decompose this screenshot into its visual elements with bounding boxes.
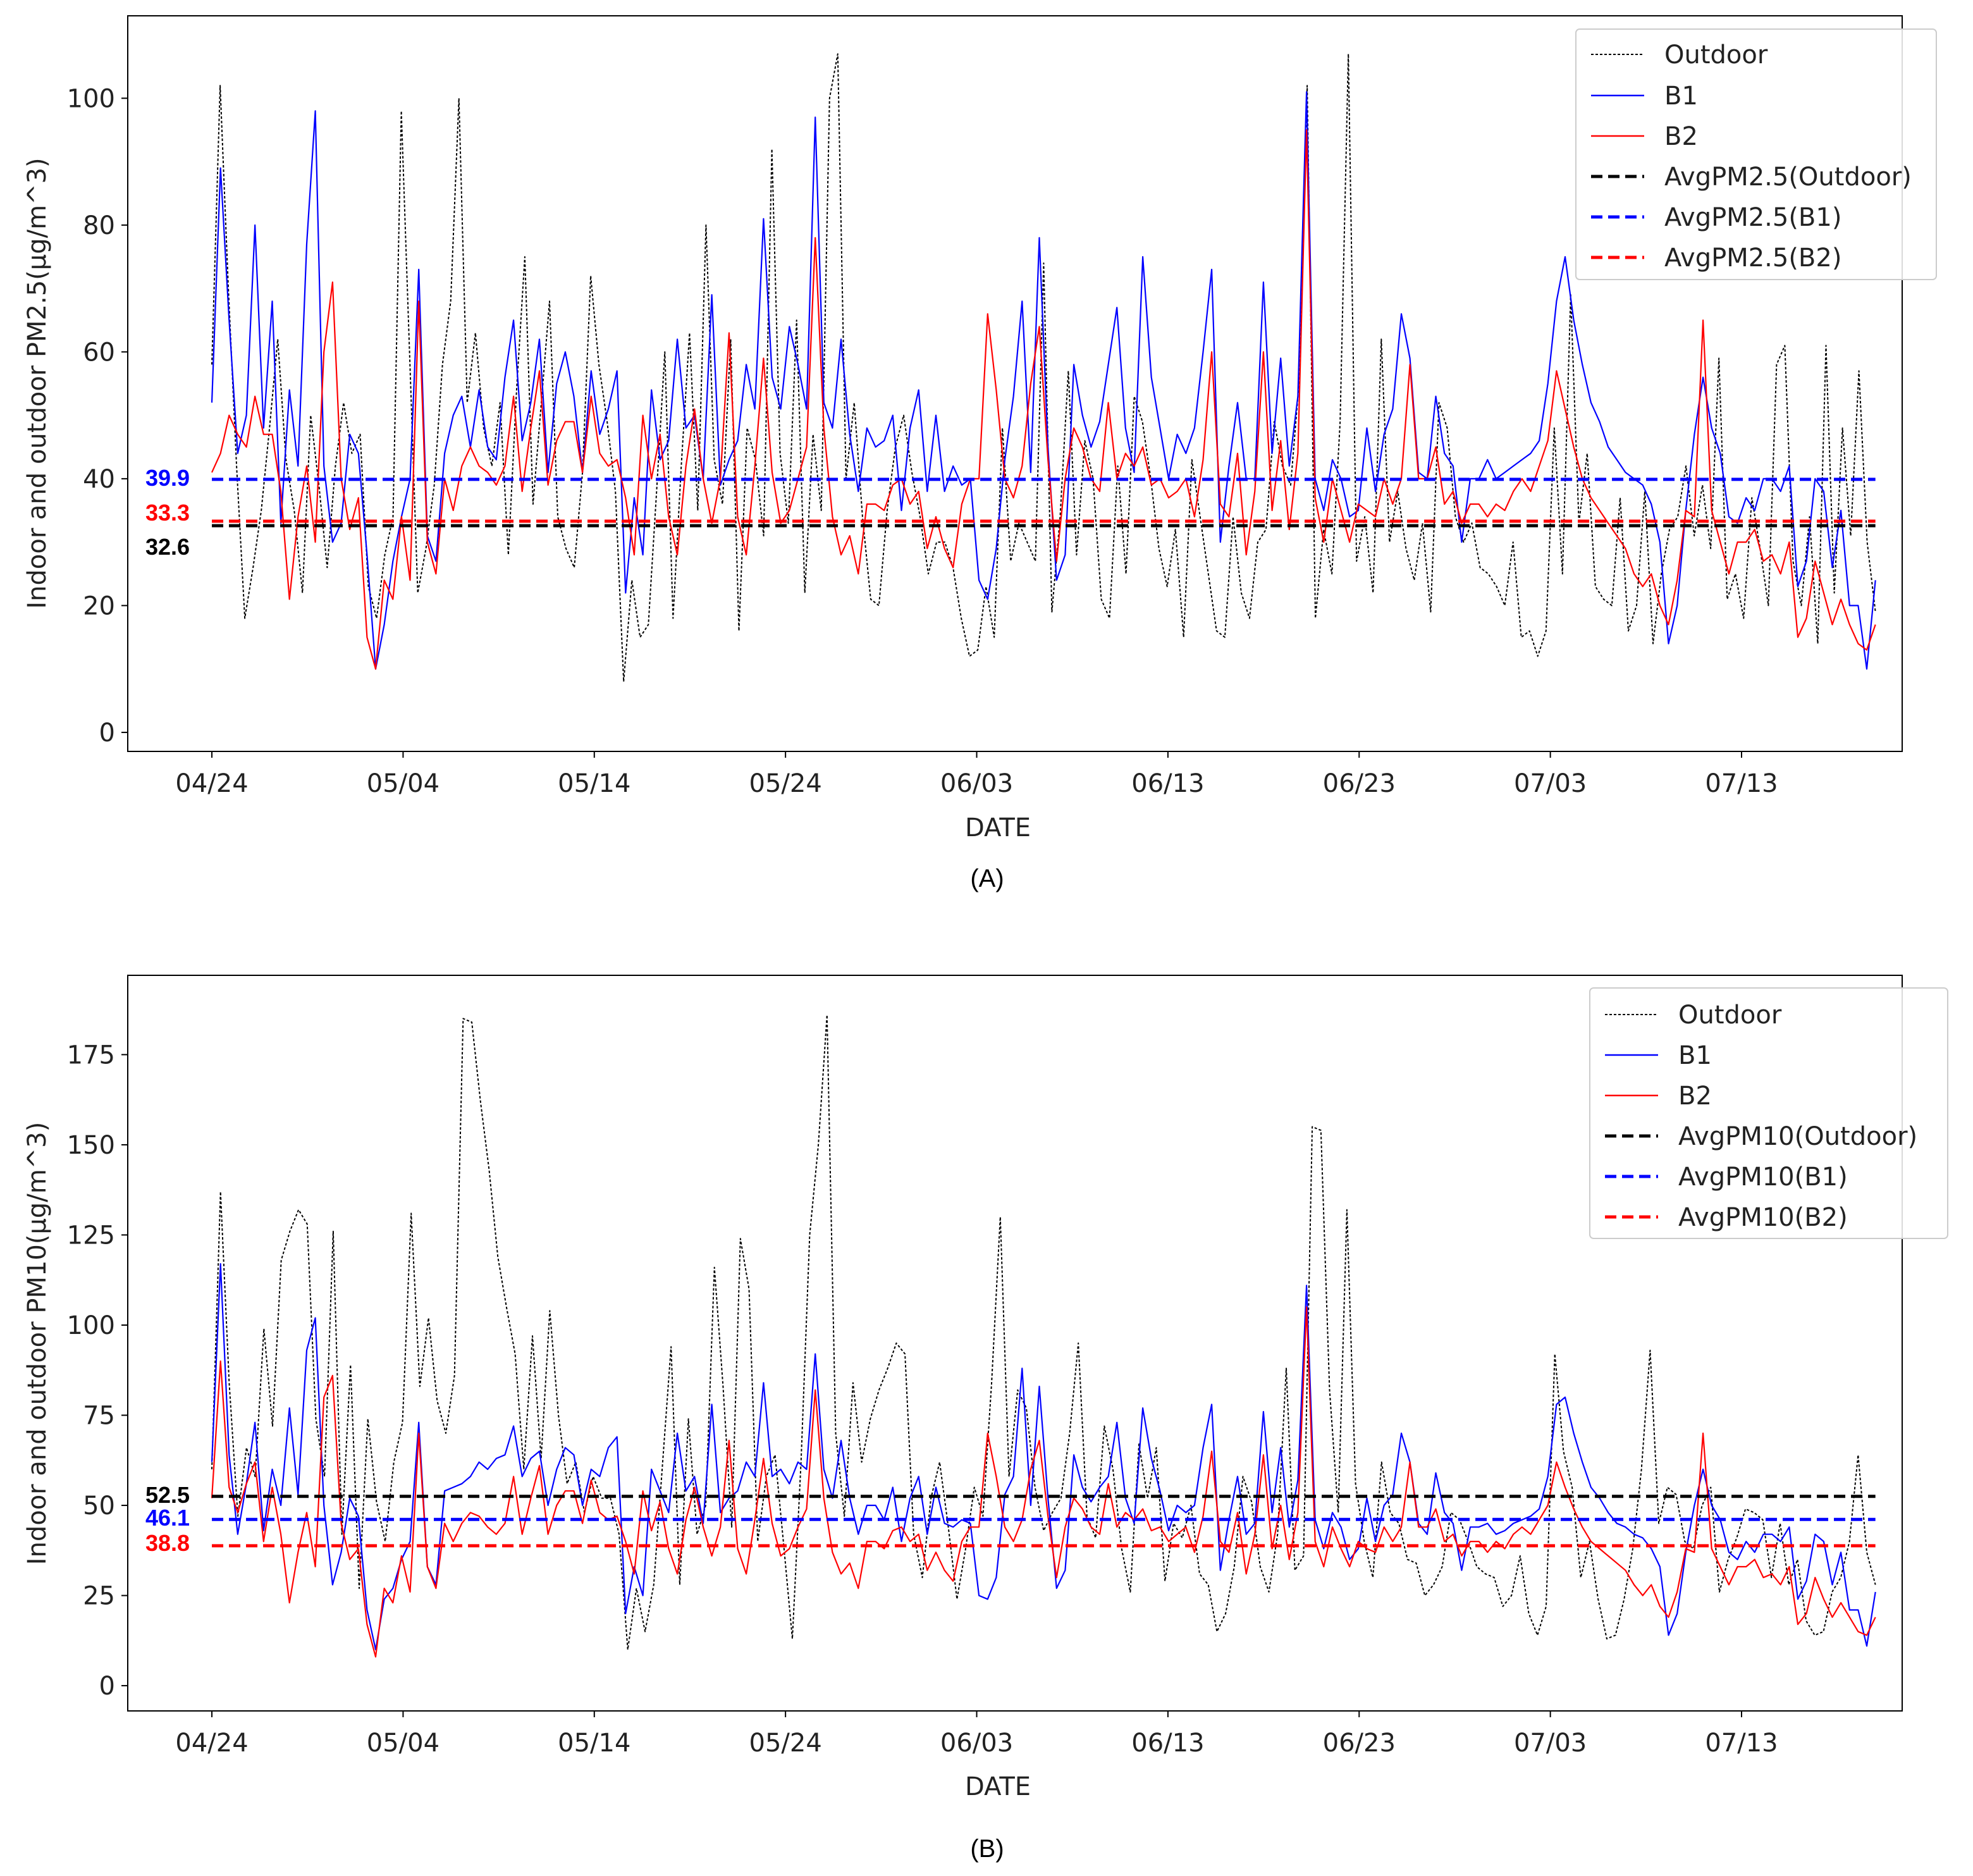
pm10-x-ticks: 04/24 05/04 05/14 05/24 06/03 06/13 06/23 07/03… (175, 1711, 1778, 1758)
pm25-x-axis-label: DATE (965, 813, 1031, 842)
pm25-legend-avg-b2: AvgPM2.5(B2) (1664, 244, 1841, 273)
pm10-avg-labels: 52.5 46.1 38.8 (145, 1482, 190, 1556)
pm10-legend-b2: B2 (1678, 1082, 1712, 1111)
pm25-legend: Outdoor B1 B2 AvgPM2.5(Outdoor) AvgPM2.5… (1575, 28, 1937, 280)
pm10-series-outdoor (211, 1014, 1876, 1651)
pm25-legend-avg-outdoor: AvgPM2.5(Outdoor) (1664, 163, 1912, 192)
pm10-y-tick-label: 75 (83, 1402, 115, 1431)
pm10-x-tick-label: 07/03 (1514, 1729, 1587, 1758)
pm25-y-axis-label: Indoor and outdoor PM2.5(µg/m^3) (23, 157, 52, 608)
pm25-y-tick-label: 80 (83, 211, 115, 240)
pm25-series-b2 (211, 129, 1876, 670)
pm25-avg-labels: 39.9 33.3 32.6 (145, 465, 190, 560)
pm25-x-ticks: 04/24 05/04 05/14 05/24 06/03 06/13 06/23 07/03… (175, 751, 1778, 798)
pm25-x-tick-label: 07/03 (1514, 769, 1587, 798)
pm25-plot-area (211, 53, 1876, 682)
pm10-x-tick-label: 07/13 (1705, 1729, 1778, 1758)
pm25-x-tick-label: 06/03 (940, 769, 1013, 798)
pm10-legend-box (1589, 987, 1948, 1239)
pm25-chart: 0 20 40 60 80 100 04/24 05/04 05/14 05/24 06/03 06… (23, 15, 1937, 892)
pm10-x-tick-label: 04/24 (175, 1729, 248, 1758)
pm10-legend-avg-b2: AvgPM10(B2) (1678, 1203, 1848, 1232)
pm10-y-ticks: 0 25 50 75 100 125 150 175 (67, 1040, 128, 1701)
pm10-y-tick-label: 175 (67, 1040, 115, 1070)
pm25-y-tick-label: 20 (83, 591, 115, 620)
pm10-x-tick-label: 05/24 (749, 1729, 822, 1758)
pm25-avg-outdoor-label: 32.6 (145, 534, 190, 560)
pm10-x-tick-label: 06/23 (1323, 1729, 1396, 1758)
pm25-avg-b1-label: 39.9 (145, 465, 190, 491)
pm25-x-tick-label: 05/14 (558, 769, 630, 798)
pm25-series-b1 (211, 91, 1876, 670)
pm25-y-tick-label: 40 (83, 465, 115, 494)
pm25-y-tick-label: 60 (83, 338, 115, 367)
pm10-x-tick-label: 06/13 (1131, 1729, 1204, 1758)
pm25-legend-outdoor: Outdoor (1664, 40, 1768, 70)
pm25-caption: (A) (970, 865, 1004, 892)
pm10-series-b2 (211, 1306, 1876, 1658)
pm25-legend-b1: B1 (1664, 82, 1698, 111)
pm10-x-tick-label: 06/03 (940, 1729, 1013, 1758)
pm10-legend-b1: B1 (1678, 1041, 1712, 1070)
pm10-y-tick-label: 125 (67, 1221, 115, 1250)
pm10-avg-outdoor-label: 52.5 (145, 1482, 190, 1508)
pm10-caption: (B) (970, 1835, 1004, 1863)
pm25-x-tick-label: 07/13 (1705, 769, 1778, 798)
pm25-x-tick-label: 05/04 (367, 769, 439, 798)
pm10-legend: Outdoor B1 B2 AvgPM10(Outdoor) AvgPM10(B… (1589, 987, 1948, 1239)
pm10-avg-b1-label: 46.1 (145, 1505, 190, 1531)
pm10-y-tick-label: 50 (83, 1491, 115, 1521)
pm25-y-tick-label: 0 (99, 719, 115, 748)
pm10-plot-area (211, 1014, 1876, 1658)
pm25-y-ticks: 0 20 40 60 80 100 (67, 84, 128, 748)
pm10-legend-avg-b1: AvgPM10(B1) (1678, 1163, 1848, 1192)
pm10-x-tick-label: 05/14 (558, 1729, 630, 1758)
pm10-legend-outdoor: Outdoor (1678, 1001, 1782, 1030)
pm25-legend-box (1575, 28, 1937, 280)
pm25-series-outdoor (211, 53, 1876, 682)
pm10-legend-avg-outdoor: AvgPM10(Outdoor) (1678, 1122, 1917, 1151)
pm25-y-tick-label: 100 (67, 84, 115, 113)
pm25-legend-b2: B2 (1664, 122, 1698, 151)
pm25-legend-avg-b1: AvgPM2.5(B1) (1664, 203, 1841, 232)
pm10-y-tick-label: 150 (67, 1131, 115, 1160)
pm25-x-tick-label: 06/23 (1323, 769, 1396, 798)
pm10-y-tick-label: 100 (67, 1311, 115, 1340)
pm10-y-tick-label: 25 (83, 1582, 115, 1611)
pm10-axes-frame (127, 975, 1903, 1712)
pm10-x-axis-label: DATE (965, 1772, 1031, 1801)
pm25-x-tick-label: 06/13 (1131, 769, 1204, 798)
pm10-x-tick-label: 05/04 (367, 1729, 439, 1758)
pm10-chart: 0 25 50 75 100 125 150 175 04/24 05/04 05/14 05/24… (23, 975, 1948, 1863)
pm25-x-tick-label: 05/24 (749, 769, 822, 798)
pm25-avg-b2-label: 33.3 (145, 500, 190, 526)
pm10-y-axis-label: Indoor and outdoor PM10(µg/m^3) (23, 1122, 52, 1565)
pm25-x-tick-label: 04/24 (175, 769, 248, 798)
pm25-axes-frame (127, 15, 1903, 752)
pm10-avg-b2-label: 38.8 (145, 1530, 190, 1556)
pm10-y-tick-label: 0 (99, 1672, 115, 1701)
